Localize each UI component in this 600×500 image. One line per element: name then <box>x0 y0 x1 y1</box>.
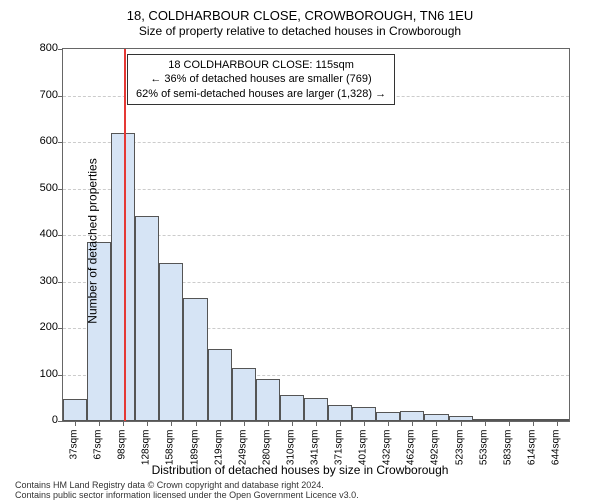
x-tick-mark <box>461 421 462 426</box>
histogram-bar <box>111 133 135 421</box>
y-tick-mark <box>58 96 63 97</box>
x-tick-label: 98sqm <box>117 430 128 480</box>
y-tick-mark <box>58 282 63 283</box>
x-tick-mark <box>509 421 510 426</box>
chart-subtitle: Size of property relative to detached ho… <box>0 23 600 38</box>
y-tick-mark <box>58 142 63 143</box>
x-tick-mark <box>171 421 172 426</box>
x-tick-label: 644sqm <box>550 430 561 480</box>
x-tick-mark <box>316 421 317 426</box>
y-tick-label: 0 <box>18 414 58 426</box>
footer-line-1: Contains HM Land Registry data © Crown c… <box>15 480 324 490</box>
y-tick-mark <box>58 49 63 50</box>
histogram-bar <box>135 216 159 421</box>
y-tick-label: 500 <box>18 182 58 194</box>
chart-container: 18, COLDHARBOUR CLOSE, CROWBOROUGH, TN6 … <box>0 0 600 500</box>
x-tick-label: 614sqm <box>526 430 537 480</box>
x-tick-label: 158sqm <box>165 430 176 480</box>
x-tick-label: 341sqm <box>310 430 321 480</box>
info-box: 18 COLDHARBOUR CLOSE: 115sqm← 36% of det… <box>127 54 395 105</box>
x-tick-mark <box>485 421 486 426</box>
info-box-line: ← 36% of detached houses are smaller (76… <box>136 72 386 86</box>
y-tick-mark <box>58 421 63 422</box>
histogram-bar <box>63 399 87 421</box>
y-axis-label: Number of detached properties <box>86 158 100 323</box>
gridline <box>63 189 569 190</box>
histogram-bar <box>376 412 400 421</box>
x-tick-label: 401sqm <box>358 430 369 480</box>
gridline <box>63 142 569 143</box>
y-tick-label: 700 <box>18 89 58 101</box>
y-tick-mark <box>58 328 63 329</box>
x-tick-label: 219sqm <box>213 430 224 480</box>
x-tick-mark <box>268 421 269 426</box>
x-tick-label: 523sqm <box>454 430 465 480</box>
x-tick-label: 37sqm <box>69 430 80 480</box>
histogram-bar <box>183 298 207 421</box>
histogram-bar <box>352 407 376 421</box>
info-box-line: 62% of semi-detached houses are larger (… <box>136 87 386 101</box>
x-tick-label: 280sqm <box>261 430 272 480</box>
plot-area: 18 COLDHARBOUR CLOSE: 115sqm← 36% of det… <box>62 48 570 422</box>
histogram-bar <box>424 414 448 421</box>
chart-title: 18, COLDHARBOUR CLOSE, CROWBOROUGH, TN6 … <box>0 0 600 23</box>
x-tick-mark <box>533 421 534 426</box>
x-tick-mark <box>99 421 100 426</box>
x-tick-label: 432sqm <box>382 430 393 480</box>
x-tick-label: 310sqm <box>285 430 296 480</box>
histogram-bar <box>400 411 424 421</box>
footer-line-2: Contains public sector information licen… <box>15 490 359 500</box>
x-tick-label: 67sqm <box>93 430 104 480</box>
histogram-bar <box>232 368 256 421</box>
x-tick-mark <box>196 421 197 426</box>
x-tick-mark <box>364 421 365 426</box>
info-box-line: 18 COLDHARBOUR CLOSE: 115sqm <box>136 58 386 72</box>
x-tick-label: 128sqm <box>141 430 152 480</box>
histogram-bar <box>159 263 183 421</box>
x-tick-label: 583sqm <box>502 430 513 480</box>
x-tick-mark <box>123 421 124 426</box>
x-tick-label: 553sqm <box>478 430 489 480</box>
x-tick-label: 371sqm <box>334 430 345 480</box>
x-tick-mark <box>244 421 245 426</box>
y-tick-mark <box>58 189 63 190</box>
y-tick-mark <box>58 375 63 376</box>
x-tick-mark <box>340 421 341 426</box>
x-tick-mark <box>75 421 76 426</box>
x-tick-label: 189sqm <box>189 430 200 480</box>
x-tick-mark <box>220 421 221 426</box>
y-tick-label: 400 <box>18 228 58 240</box>
histogram-bar <box>256 379 280 421</box>
y-tick-mark <box>58 235 63 236</box>
x-tick-mark <box>292 421 293 426</box>
x-tick-label: 492sqm <box>430 430 441 480</box>
y-tick-label: 200 <box>18 321 58 333</box>
histogram-bar <box>280 395 304 421</box>
histogram-bar <box>328 405 352 421</box>
histogram-bar <box>208 349 232 421</box>
y-tick-label: 800 <box>18 42 58 54</box>
x-tick-mark <box>412 421 413 426</box>
y-tick-label: 100 <box>18 368 58 380</box>
x-tick-mark <box>147 421 148 426</box>
x-tick-label: 249sqm <box>237 430 248 480</box>
x-tick-mark <box>436 421 437 426</box>
x-tick-mark <box>557 421 558 426</box>
x-tick-mark <box>388 421 389 426</box>
histogram-bar <box>304 398 328 421</box>
y-tick-label: 300 <box>18 275 58 287</box>
y-tick-label: 600 <box>18 135 58 147</box>
x-tick-label: 462sqm <box>406 430 417 480</box>
